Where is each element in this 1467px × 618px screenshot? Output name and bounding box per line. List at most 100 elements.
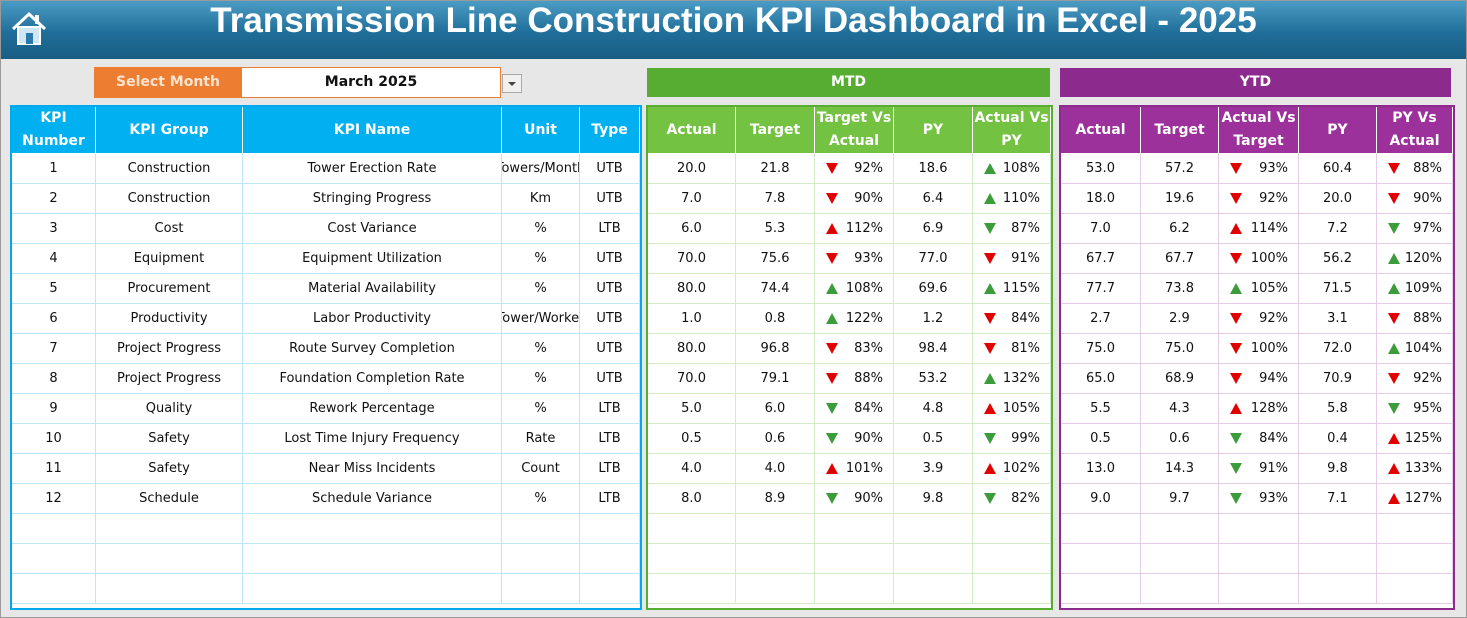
arrow-icon (826, 343, 838, 354)
table-cell: % (502, 214, 580, 244)
table-cell: 6.0 (648, 214, 736, 244)
table-cell: 98.4 (894, 334, 973, 364)
table-cell: LTB (580, 454, 640, 484)
cell-text: 4 (49, 251, 58, 266)
table-cell: 72.0 (1299, 334, 1377, 364)
table-cell: 0.5 (894, 424, 973, 454)
column-header: KPI Name (243, 107, 502, 154)
table-cell: Schedule (96, 484, 243, 514)
cell-text: Safety (148, 431, 190, 446)
arrow-icon (826, 493, 838, 504)
table-cell: 8.9 (736, 484, 815, 514)
table-cell: 100% (1219, 334, 1299, 364)
title: Transmission Line Construction KPI Dashb… (210, 1, 1257, 40)
cell-text: 1 (49, 161, 58, 176)
table-cell: 92% (815, 154, 894, 184)
table-cell: 3 (12, 214, 96, 244)
table-cell: 71.5 (1299, 274, 1377, 304)
cell-text: Foundation Completion Rate (279, 371, 465, 386)
table-cell: Near Miss Incidents (243, 454, 502, 484)
header-text: KPI Group (129, 121, 209, 138)
dropdown-button[interactable] (502, 74, 522, 93)
table-cell (502, 544, 580, 574)
cell-text: 98.4 (918, 341, 948, 356)
column-header: Target (1141, 107, 1219, 154)
percent-value: 88% (1413, 161, 1442, 176)
cell-text: Rework Percentage (309, 401, 435, 416)
cell-text: 0.6 (764, 431, 786, 446)
cell-text: 57.2 (1165, 161, 1194, 176)
table-cell: Cost Variance (243, 214, 502, 244)
table-cell: 115% (973, 274, 1051, 304)
table-cell: 9.7 (1141, 484, 1219, 514)
cell-text: 4.0 (764, 461, 786, 476)
title-bar (1, 1, 1466, 59)
column-header: KPI Number (12, 107, 96, 154)
table-cell: 4.0 (736, 454, 815, 484)
arrow-icon (826, 373, 838, 384)
header-text: Target (749, 121, 801, 138)
arrow-icon (1230, 253, 1242, 264)
cell-text: Towers/Month (502, 161, 579, 176)
cell-text: 7.1 (1327, 491, 1348, 506)
table-cell: 104% (1377, 334, 1453, 364)
percent-value: 81% (1011, 341, 1040, 356)
table-cell: 7.8 (736, 184, 815, 214)
cell-text: % (534, 401, 547, 416)
cell-text: 5 (49, 281, 58, 296)
table-cell: 125% (1377, 424, 1453, 454)
table-cell: 2 (12, 184, 96, 214)
header-text: KPI Name (333, 121, 411, 138)
table-cell: 5.8 (1299, 394, 1377, 424)
percent-value: 122% (845, 311, 883, 326)
percent-value: 84% (1259, 431, 1288, 446)
month-value[interactable]: March 2025 (241, 67, 501, 98)
table-cell: Productivity (96, 304, 243, 334)
table-cell: 114% (1219, 214, 1299, 244)
table-cell: UTB (580, 244, 640, 274)
table-cell (96, 514, 243, 544)
table-cell (973, 574, 1051, 604)
table-cell: 84% (1219, 424, 1299, 454)
arrow-icon (1230, 373, 1242, 384)
cell-text: Labor Productivity (313, 311, 431, 326)
cell-text: 75.0 (1165, 341, 1194, 356)
cell-text: Project Progress (116, 371, 222, 386)
table-cell: 90% (815, 424, 894, 454)
cell-text: % (534, 491, 547, 506)
percent-value: 109% (1404, 281, 1442, 296)
table-cell: 108% (815, 274, 894, 304)
cell-text: Material Availability (308, 281, 436, 296)
cell-text: UTB (596, 161, 623, 176)
arrow-icon (1388, 433, 1400, 444)
table-cell: Route Survey Completion (243, 334, 502, 364)
cell-text: 20.0 (1323, 191, 1352, 206)
table-cell: 6.2 (1141, 214, 1219, 244)
cell-text: Schedule (139, 491, 199, 506)
arrow-icon (1388, 223, 1400, 234)
percent-value: 84% (854, 401, 883, 416)
percent-value: 91% (1259, 461, 1288, 476)
table-cell (1377, 574, 1453, 604)
table-cell: 100% (1219, 244, 1299, 274)
arrow-icon (1230, 193, 1242, 204)
cell-text: 7.0 (1090, 221, 1111, 236)
column-header: Actual (648, 107, 736, 154)
cell-text: Rate (525, 431, 556, 446)
percent-value: 105% (1002, 401, 1040, 416)
cell-text: 6.2 (1169, 221, 1190, 236)
table-cell: 69.6 (894, 274, 973, 304)
cell-text: 68.9 (1165, 371, 1194, 386)
header-text: Type (591, 121, 628, 138)
arrow-icon (826, 283, 838, 294)
cell-text: 1.0 (681, 311, 702, 326)
arrow-icon (984, 403, 996, 414)
table-cell: LTB (580, 424, 640, 454)
table-cell (648, 514, 736, 544)
cell-text: Tower Erection Rate (307, 161, 437, 176)
percent-value: 94% (1259, 371, 1288, 386)
cell-text: 70.0 (677, 371, 706, 386)
table-cell: 70.9 (1299, 364, 1377, 394)
home-icon[interactable] (9, 9, 49, 47)
cell-text: 11 (45, 461, 62, 476)
